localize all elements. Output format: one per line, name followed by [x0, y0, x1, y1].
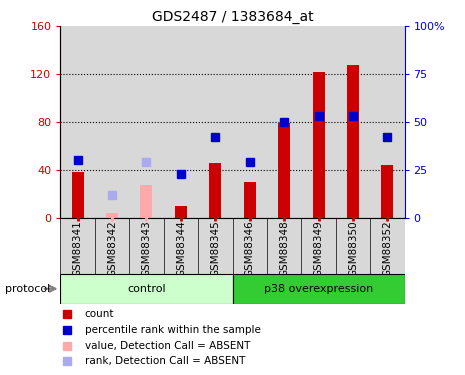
Text: count: count [85, 309, 114, 320]
Text: GSM88349: GSM88349 [313, 220, 324, 277]
Bar [278, 123, 290, 218]
Bar [198, 217, 232, 274]
Text: GSM88346: GSM88346 [245, 220, 255, 277]
Bar [209, 162, 221, 218]
Bar [129, 217, 164, 274]
Bar [232, 217, 267, 274]
Bar [175, 206, 187, 218]
Bar [347, 64, 359, 218]
Text: protocol: protocol [5, 284, 50, 294]
Text: GSM88348: GSM88348 [279, 220, 289, 277]
Bar [381, 165, 393, 218]
Bar [140, 185, 153, 218]
Bar [95, 217, 129, 274]
Bar [60, 274, 232, 304]
Text: p38 overexpression: p38 overexpression [264, 284, 373, 294]
Text: value, Detection Call = ABSENT: value, Detection Call = ABSENT [85, 341, 250, 351]
Bar [106, 213, 118, 217]
Bar [60, 26, 95, 218]
Bar [336, 217, 370, 274]
Bar [60, 217, 95, 274]
Text: GSM88343: GSM88343 [141, 220, 152, 277]
Bar [301, 26, 336, 218]
Text: rank, Detection Call = ABSENT: rank, Detection Call = ABSENT [85, 357, 245, 366]
Bar [370, 217, 405, 274]
Bar [267, 217, 301, 274]
Bar [232, 274, 405, 304]
Text: GSM88352: GSM88352 [382, 220, 392, 277]
Text: GSM88344: GSM88344 [176, 220, 186, 277]
Text: GSM88342: GSM88342 [107, 220, 117, 277]
Title: GDS2487 / 1383684_at: GDS2487 / 1383684_at [152, 10, 313, 24]
Bar [267, 26, 301, 218]
Bar [232, 26, 267, 218]
Bar [72, 172, 84, 217]
Bar [301, 217, 336, 274]
Bar [244, 182, 256, 218]
Text: percentile rank within the sample: percentile rank within the sample [85, 325, 260, 335]
Bar [198, 26, 232, 218]
Bar [164, 26, 198, 218]
Bar [370, 26, 405, 218]
Text: GSM88350: GSM88350 [348, 220, 358, 277]
Text: control: control [127, 284, 166, 294]
Bar [336, 26, 370, 218]
Bar [95, 26, 129, 218]
Text: GSM88341: GSM88341 [73, 220, 83, 277]
Bar [164, 217, 198, 274]
Text: GSM88345: GSM88345 [210, 220, 220, 277]
Bar [312, 72, 325, 217]
Bar [129, 26, 164, 218]
